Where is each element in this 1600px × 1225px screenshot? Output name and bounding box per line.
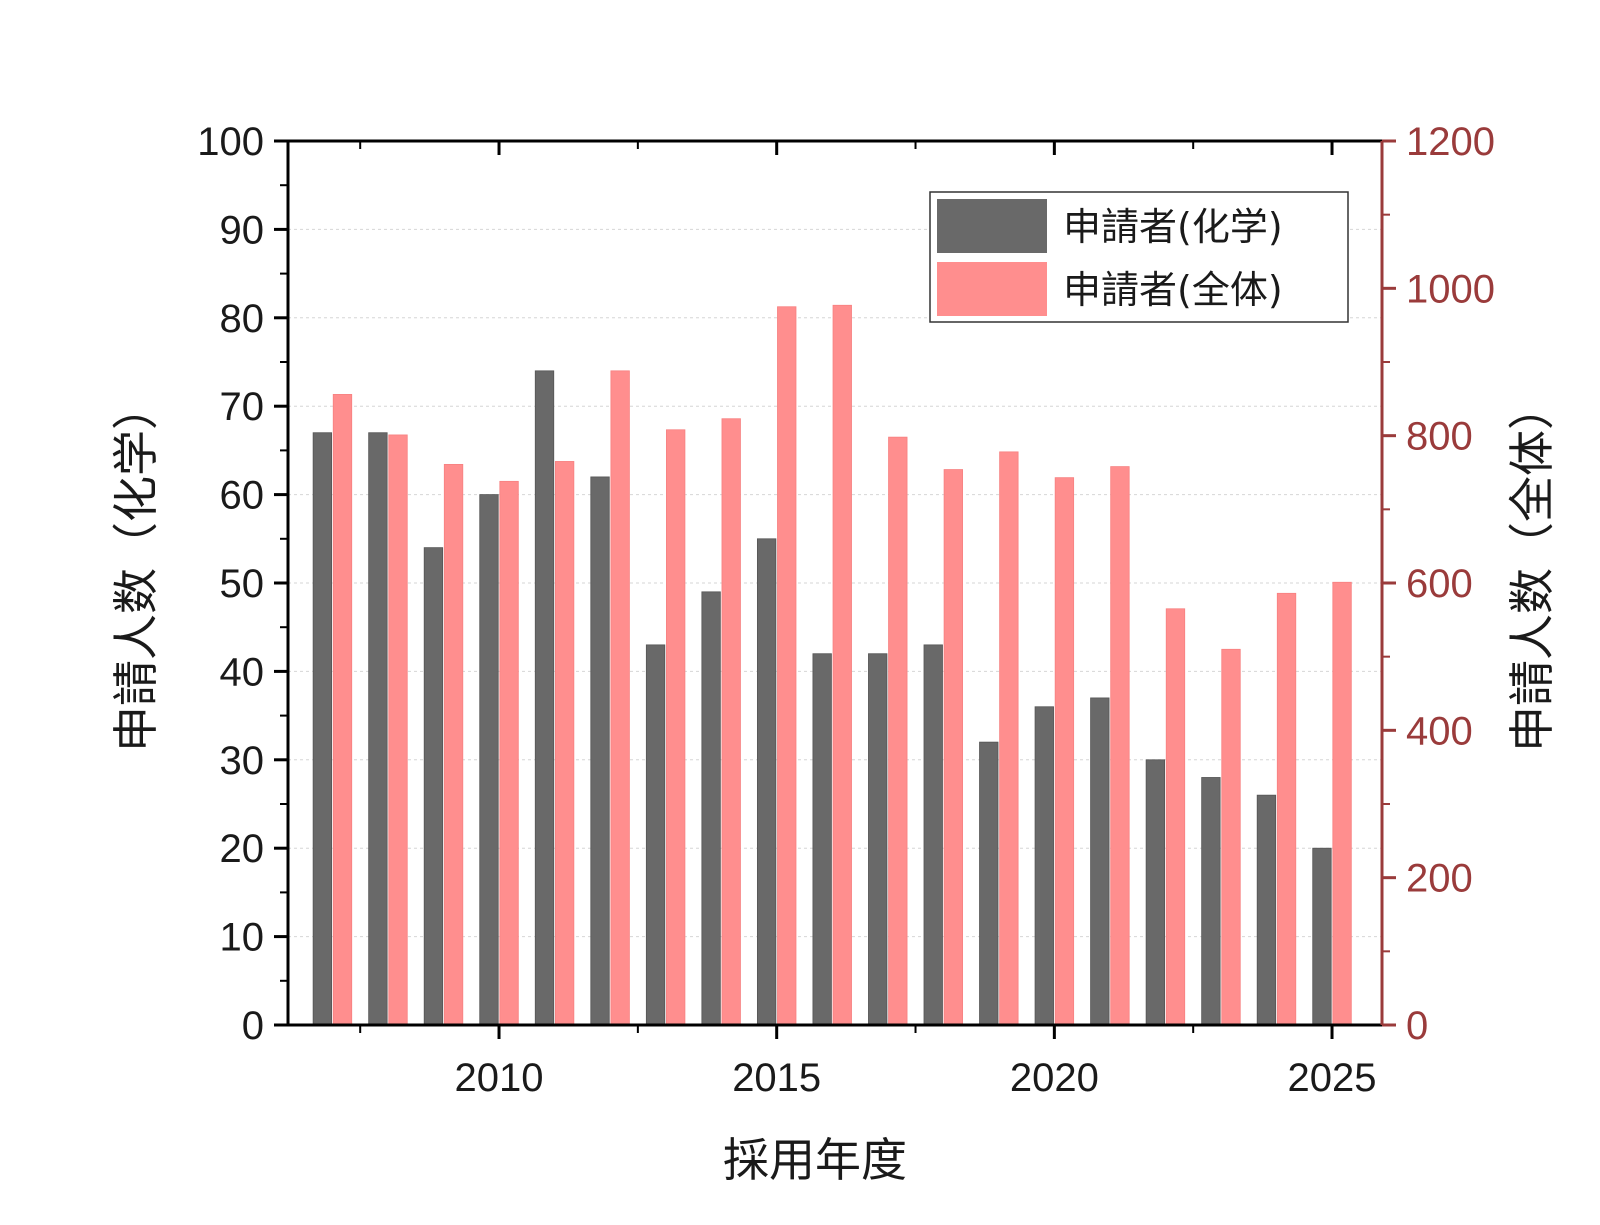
y-right-tick-label: 200 <box>1406 857 1473 901</box>
legend-swatch-total <box>937 262 1047 316</box>
bar-total <box>1332 581 1352 1026</box>
bar-chem <box>534 370 555 1026</box>
x-tick-label: 2025 <box>1288 1056 1377 1100</box>
y-left-tick-label: 60 <box>220 474 265 518</box>
bar-chem <box>868 653 888 1026</box>
bar-total <box>1054 477 1075 1026</box>
bar-total <box>388 434 408 1026</box>
y-left-tick-label: 70 <box>220 385 265 429</box>
bar-chem <box>368 432 388 1026</box>
y-left-tick-label: 80 <box>220 297 265 341</box>
bar-chem <box>812 653 832 1026</box>
bar-chem <box>1312 847 1332 1026</box>
bar-total <box>999 451 1019 1026</box>
x-tick-label: 2015 <box>732 1056 821 1100</box>
bar-total <box>943 469 963 1026</box>
bar-total <box>1165 608 1186 1026</box>
bar-chem <box>756 538 777 1026</box>
y-left-tick-label: 0 <box>242 1004 264 1048</box>
y-left-tick-label: 10 <box>220 916 265 960</box>
y-left-tick-label: 90 <box>220 208 265 252</box>
bar-total <box>777 306 797 1026</box>
legend: 申請者(化学) 申請者(全体) <box>929 191 1349 323</box>
bar-chem <box>701 591 721 1026</box>
x-tick-label: 2020 <box>1010 1056 1099 1100</box>
y-right-tick-label: 400 <box>1406 709 1473 753</box>
y-right-tick-label: 0 <box>1406 1004 1428 1048</box>
legend-label-chem: 申請者(化学) <box>1063 205 1283 249</box>
y-axis-left-label: 申請人数（化学） <box>109 384 163 752</box>
y-right-tick-label: 1200 <box>1406 120 1495 164</box>
bar-chem <box>923 644 943 1026</box>
bar-chem <box>1034 706 1054 1026</box>
x-tick-label: 2010 <box>455 1056 544 1100</box>
bar-total <box>832 304 852 1026</box>
bar-total <box>888 436 908 1026</box>
bar-total <box>554 461 575 1026</box>
bar-total <box>1110 466 1130 1026</box>
bar-total <box>332 394 353 1026</box>
bar-total <box>1221 648 1241 1026</box>
bar-total <box>666 429 686 1026</box>
bar-chem <box>479 494 499 1026</box>
bar-total <box>443 463 464 1026</box>
y-left-tick-label: 50 <box>220 562 265 606</box>
bar-chem <box>1256 794 1277 1026</box>
bar-total <box>721 418 741 1026</box>
bar-total <box>499 480 519 1026</box>
bar-chem <box>1201 777 1221 1026</box>
legend-label-total: 申請者(全体) <box>1063 268 1283 312</box>
y-left-tick-label: 100 <box>197 120 264 164</box>
y-axis-right-label: 申請人数（全体） <box>1505 384 1559 752</box>
y-right-tick-label: 600 <box>1406 562 1473 606</box>
bar-total <box>610 370 630 1026</box>
bar-chem <box>312 432 333 1026</box>
bar-chem <box>423 547 444 1026</box>
legend-swatch-chem <box>937 199 1047 253</box>
bar-chem <box>1145 759 1166 1026</box>
bar-chem <box>645 644 666 1026</box>
y-left-tick-label: 20 <box>220 827 265 871</box>
bar-chem <box>979 741 999 1026</box>
bar-total <box>1276 592 1297 1026</box>
y-right-tick-label: 800 <box>1406 415 1473 459</box>
bar-chem <box>590 476 610 1026</box>
y-left-tick-label: 30 <box>220 739 265 783</box>
y-right-tick-label: 1000 <box>1406 267 1495 311</box>
bar-chem <box>1090 697 1110 1026</box>
ticks: 0102030405060708090100020040060080010001… <box>197 120 1495 1100</box>
x-axis-label: 採用年度 <box>723 1133 907 1187</box>
bars <box>312 304 1352 1026</box>
y-left-tick-label: 40 <box>220 650 265 694</box>
